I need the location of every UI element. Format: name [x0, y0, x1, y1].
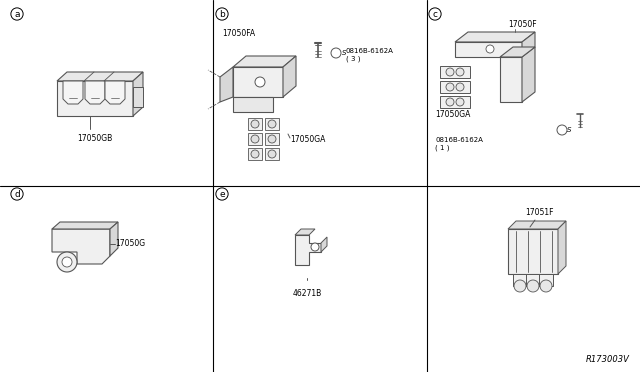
Text: b: b: [219, 10, 225, 19]
Circle shape: [446, 83, 454, 91]
Polygon shape: [105, 81, 125, 104]
Circle shape: [456, 98, 464, 106]
Circle shape: [268, 150, 276, 158]
Circle shape: [251, 135, 259, 143]
Polygon shape: [233, 56, 296, 67]
Bar: [440, 96, 470, 108]
Circle shape: [540, 280, 552, 292]
Polygon shape: [63, 81, 83, 104]
Text: S: S: [342, 50, 346, 56]
Bar: [248, 118, 262, 130]
Bar: [248, 148, 262, 160]
Circle shape: [514, 280, 526, 292]
Circle shape: [456, 83, 464, 91]
Polygon shape: [57, 72, 143, 81]
Polygon shape: [508, 229, 558, 274]
Text: 17050G: 17050G: [115, 240, 145, 248]
Polygon shape: [295, 229, 315, 235]
Polygon shape: [500, 57, 522, 102]
Circle shape: [251, 120, 259, 128]
Text: 0816B-6162A: 0816B-6162A: [346, 48, 394, 54]
Polygon shape: [233, 67, 283, 97]
Text: 17050GA: 17050GA: [290, 135, 325, 144]
Polygon shape: [522, 32, 535, 57]
Circle shape: [251, 150, 259, 158]
Text: 17050GA: 17050GA: [435, 109, 470, 119]
Text: ( 1 ): ( 1 ): [435, 145, 449, 151]
Circle shape: [255, 77, 265, 87]
Text: a: a: [14, 10, 20, 19]
Circle shape: [311, 243, 319, 251]
Circle shape: [57, 252, 77, 272]
Circle shape: [486, 45, 494, 53]
Bar: [265, 118, 279, 130]
Polygon shape: [220, 67, 233, 102]
Circle shape: [446, 98, 454, 106]
Text: S: S: [567, 127, 572, 133]
Bar: [440, 66, 470, 78]
Circle shape: [557, 125, 567, 135]
Polygon shape: [500, 47, 535, 57]
Circle shape: [268, 120, 276, 128]
Polygon shape: [133, 72, 143, 116]
Text: 0816B-6162A: 0816B-6162A: [435, 137, 483, 143]
Polygon shape: [52, 229, 110, 264]
Polygon shape: [558, 221, 566, 274]
Polygon shape: [295, 235, 321, 265]
Bar: [265, 148, 279, 160]
Bar: [133, 87, 143, 107]
Text: 17050F: 17050F: [508, 20, 536, 29]
Text: c: c: [433, 10, 438, 19]
Polygon shape: [52, 222, 118, 229]
Bar: [57, 81, 133, 116]
Polygon shape: [455, 42, 522, 57]
Circle shape: [268, 135, 276, 143]
Polygon shape: [110, 222, 118, 256]
Circle shape: [62, 257, 72, 267]
Text: 17050FA: 17050FA: [222, 29, 255, 38]
Bar: [265, 133, 279, 145]
Text: 46271B: 46271B: [292, 289, 322, 298]
Polygon shape: [508, 221, 566, 229]
Bar: [539, 274, 553, 286]
Bar: [248, 133, 262, 145]
Text: d: d: [14, 189, 20, 199]
Polygon shape: [321, 237, 327, 252]
Text: R173003V: R173003V: [586, 355, 630, 364]
Polygon shape: [283, 56, 296, 97]
Circle shape: [456, 68, 464, 76]
Polygon shape: [522, 47, 535, 102]
Text: 17051F: 17051F: [525, 208, 554, 217]
Bar: [526, 274, 540, 286]
Text: 17050GB: 17050GB: [77, 134, 113, 143]
Text: e: e: [219, 189, 225, 199]
Circle shape: [527, 280, 539, 292]
Bar: [513, 274, 527, 286]
Polygon shape: [455, 32, 535, 42]
Text: ( 3 ): ( 3 ): [346, 56, 360, 62]
Circle shape: [331, 48, 341, 58]
Bar: [440, 81, 470, 93]
Polygon shape: [233, 97, 273, 112]
Polygon shape: [85, 81, 105, 104]
Circle shape: [446, 68, 454, 76]
